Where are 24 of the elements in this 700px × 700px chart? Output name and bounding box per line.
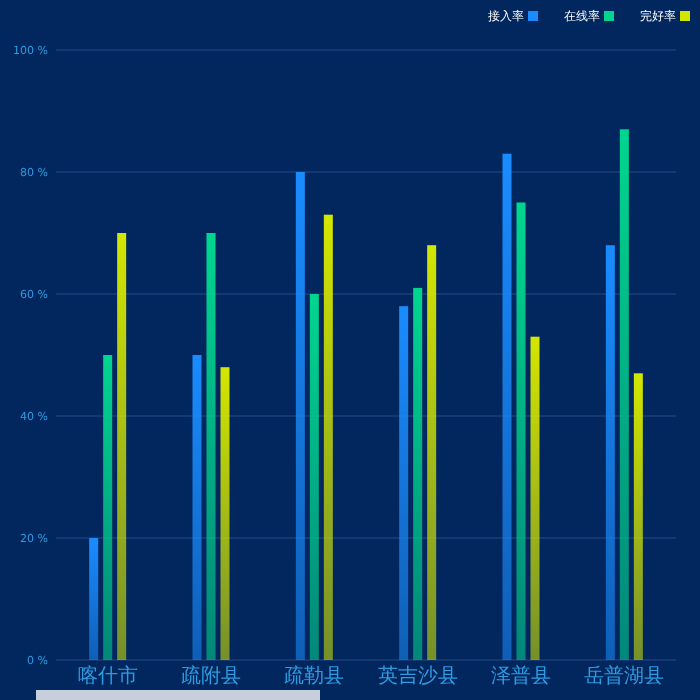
bar [619,129,629,660]
x-tick-label: 疏附县 [181,664,241,688]
bar [633,373,643,660]
x-tick-label: 泽普县 [491,664,551,688]
bar [323,214,333,660]
bar [206,233,216,660]
bar [516,202,526,660]
bar [309,294,319,660]
bar [192,355,202,660]
bar [117,233,127,660]
bar [103,355,113,660]
bar [89,538,99,660]
bar [502,153,512,660]
bar [220,367,230,660]
x-tick-label: 疏勒县 [284,664,345,688]
x-tick-label: 喀什市 [77,664,138,688]
bar [295,172,305,660]
bar [427,245,437,660]
bar [530,336,540,660]
x-tick-label: 英吉沙县 [377,664,458,688]
x-tick-label: 岳普湖县 [584,664,665,688]
bar [413,287,423,660]
bar [399,306,409,660]
bar [605,245,615,660]
